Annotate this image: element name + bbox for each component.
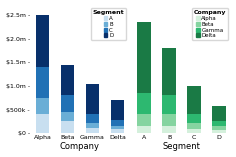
Bar xyxy=(86,128,99,133)
Bar xyxy=(212,126,226,130)
Bar xyxy=(36,67,49,98)
Bar xyxy=(212,106,226,122)
Bar xyxy=(110,120,124,126)
Bar xyxy=(36,15,49,67)
Bar xyxy=(162,114,176,126)
Bar xyxy=(61,95,74,112)
Bar xyxy=(162,95,176,114)
Bar xyxy=(61,112,74,122)
Bar xyxy=(110,130,124,133)
Bar xyxy=(162,126,176,133)
Bar xyxy=(187,130,201,133)
Bar xyxy=(86,84,99,114)
Bar xyxy=(187,86,201,114)
Legend: A, B, C, D: A, B, C, D xyxy=(91,8,126,40)
X-axis label: Company: Company xyxy=(60,142,100,152)
Legend: Alpha, Beta, Gamma, Delta: Alpha, Beta, Gamma, Delta xyxy=(192,8,228,40)
Bar xyxy=(110,100,124,120)
Bar xyxy=(162,48,176,95)
Bar xyxy=(86,114,99,123)
Bar xyxy=(36,114,49,133)
X-axis label: Segment: Segment xyxy=(163,142,201,152)
Bar xyxy=(187,114,201,123)
Bar xyxy=(187,123,201,130)
Bar xyxy=(212,130,226,133)
Bar xyxy=(137,22,151,93)
Bar xyxy=(137,126,151,133)
Bar xyxy=(137,93,151,114)
Bar xyxy=(61,65,74,95)
Bar xyxy=(36,98,49,114)
Bar xyxy=(110,126,124,130)
Bar xyxy=(61,122,74,133)
Bar xyxy=(212,122,226,126)
Bar xyxy=(86,123,99,128)
Bar xyxy=(137,114,151,126)
